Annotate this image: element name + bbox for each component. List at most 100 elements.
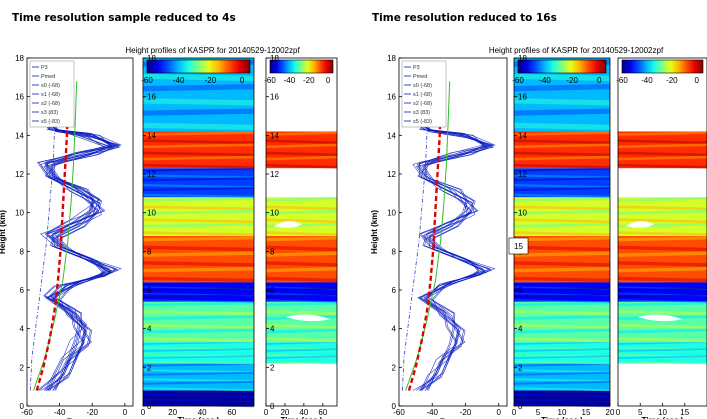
echo-layer (618, 131, 707, 169)
y-axis-label: Height (km) (0, 210, 7, 254)
echo-streak (513, 371, 611, 376)
y-tick-label: 4 (20, 325, 25, 334)
echo-streak (513, 267, 611, 273)
x-axis-label: Time (sec.) (281, 416, 323, 419)
profile-panel: P3 Pmed s0 (-68) s1 (-68) s2 (-68) s3 (83) s5 … (398, 57, 508, 407)
echo-streak (513, 299, 611, 303)
y-tick-label: 6 (392, 286, 397, 295)
echo-streak (513, 399, 611, 403)
filtered-gap (286, 314, 330, 322)
echo-streak (617, 163, 707, 169)
echo-streak (142, 108, 255, 116)
profile-line (43, 83, 112, 391)
x-axis-label: Z (440, 417, 446, 419)
echo-streak (617, 348, 707, 352)
echo-streak (265, 267, 338, 273)
echo-streak (142, 369, 255, 374)
y-tick-label: 4 (392, 325, 397, 334)
echo-streak (142, 299, 255, 303)
echo-streak (142, 355, 255, 359)
y-tick-label: 0 (270, 402, 275, 411)
echo-streak (513, 328, 611, 334)
echo-streak (142, 393, 255, 397)
x-axis-label: Z (67, 417, 73, 419)
y-tick-label: 10 (270, 209, 279, 218)
echo-layer (143, 131, 254, 169)
y-tick-label: 14 (147, 131, 156, 140)
echo-streak (265, 218, 338, 224)
echo-streak (617, 341, 707, 345)
x-tick-label: -20 (460, 408, 472, 417)
echo-layer (514, 282, 610, 302)
colorbar-tick-label: -60 (512, 76, 524, 85)
legend-entry: s5 (-83) (413, 119, 432, 125)
echo-streak (265, 328, 338, 334)
echo-streak (513, 276, 611, 283)
legend-entry: s0 (-68) (41, 83, 60, 89)
x-axis-label: Time (sec.) (541, 416, 583, 419)
x-tick-label: -20 (86, 408, 98, 417)
echo-streak (513, 193, 611, 198)
echo-streak (142, 341, 255, 345)
y-tick-label: 6 (518, 286, 523, 295)
y-tick-label: 0 (518, 402, 523, 411)
echo-streak (513, 393, 611, 397)
echo-streak (513, 184, 611, 189)
echo-layer (514, 168, 610, 198)
echo-layer (618, 301, 707, 343)
x-tick-label: 20 (606, 408, 615, 417)
echo-streak (142, 261, 255, 267)
profile-line (414, 81, 491, 391)
y-tick-label: 18 (387, 54, 396, 63)
echo-layer (143, 301, 254, 343)
echo-streak (142, 83, 255, 92)
y-tick-label: 18 (15, 54, 24, 63)
y-tick-label: 18 (518, 54, 527, 63)
echo-layer (514, 131, 610, 169)
echo-streak (142, 287, 255, 292)
echo-streak (142, 209, 255, 215)
echo-streak (617, 337, 707, 343)
echo-streak (142, 131, 255, 136)
echo-streak (142, 197, 255, 202)
echo-streak (142, 143, 255, 149)
y-tick-label: 8 (147, 247, 152, 256)
echo-streak (513, 143, 611, 149)
echo-streak (513, 369, 611, 374)
median-line (407, 106, 442, 391)
echo-streak (617, 245, 707, 252)
echo-streak (513, 231, 611, 237)
y-tick-label: 8 (270, 247, 275, 256)
echo-streak (265, 151, 338, 157)
echo-streak (265, 209, 338, 215)
annotation-label: 15 (514, 242, 523, 251)
echo-streak (265, 341, 338, 345)
echo-streak (265, 231, 338, 237)
echo-streak (513, 394, 611, 398)
echo-streak (513, 387, 611, 392)
echo-streak (142, 267, 255, 273)
y-tick-label: 14 (15, 131, 24, 140)
x-tick-label: 0 (496, 408, 501, 417)
echo-streak (617, 251, 707, 257)
echo-streak (513, 73, 611, 81)
profile-line (414, 83, 487, 391)
profile-line (415, 83, 493, 391)
x-tick-label: 5 (638, 408, 643, 417)
echo-layer (618, 282, 707, 302)
echo-streak (142, 387, 255, 392)
x-axis-label: Time (sec.) (178, 416, 220, 419)
y-tick-label: 16 (387, 93, 396, 102)
echo-streak (142, 245, 255, 252)
y-tick-label: 2 (270, 363, 275, 372)
echo-layer (618, 342, 707, 364)
y-tick-label: 8 (20, 247, 25, 256)
echo-streak (513, 287, 611, 292)
echo-streak (142, 73, 255, 81)
y-tick-label: 12 (270, 170, 279, 179)
left-heading: Time resolution sample reduced to 4s (12, 12, 236, 24)
y-tick-label: 16 (147, 93, 156, 102)
colorbar-tick-label: 0 (695, 76, 700, 85)
chart-title: Height profiles of KASPR for 20140529-12… (125, 46, 300, 55)
x-tick-label: 0 (512, 408, 517, 417)
